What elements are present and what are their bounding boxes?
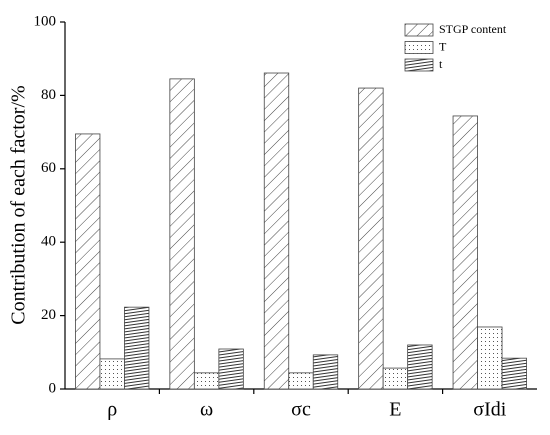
bar	[382, 367, 409, 390]
x-tick-label: σc	[291, 399, 311, 421]
bar	[193, 372, 220, 390]
bar	[477, 326, 503, 390]
bar	[99, 358, 125, 390]
x-tick-label: ρ	[107, 399, 117, 421]
y-tick-label: 80	[41, 87, 56, 103]
legend-label: T	[439, 39, 447, 53]
legend-label: STGP content	[439, 22, 507, 36]
y-tick-label: 40	[41, 234, 56, 250]
legend-swatch	[404, 41, 434, 54]
x-tick-label: ω	[200, 399, 213, 421]
bar	[124, 306, 150, 390]
bar	[407, 344, 433, 390]
bar	[263, 72, 290, 390]
legend-swatch	[404, 23, 434, 37]
bar	[501, 357, 527, 390]
y-axis-label: Contribution of each factor/%	[8, 85, 30, 324]
y-tick-label: 0	[49, 380, 57, 396]
bar	[358, 87, 384, 390]
y-tick-label: 20	[41, 307, 56, 323]
legend-swatch	[404, 58, 434, 72]
x-tick-label: σIdi	[473, 399, 506, 421]
y-tick-label: 60	[41, 160, 56, 176]
bar	[288, 372, 314, 390]
bar	[75, 133, 101, 390]
y-tick-label: 100	[34, 13, 57, 29]
bar	[452, 115, 478, 390]
x-tick-label: E	[389, 399, 401, 421]
legend-label: t	[439, 57, 443, 71]
bar	[218, 348, 244, 390]
bar	[169, 78, 195, 390]
bar	[312, 354, 339, 390]
